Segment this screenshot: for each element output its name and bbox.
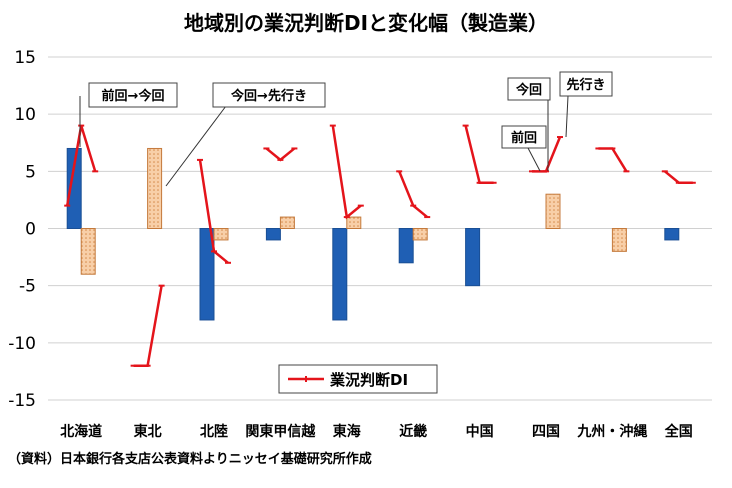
di-line xyxy=(464,125,494,185)
y-tick-label: -10 xyxy=(8,334,36,354)
legend-marker xyxy=(288,376,324,382)
bar-prev-to-now xyxy=(265,228,281,241)
bar-prev-to-now xyxy=(332,228,348,321)
x-category-label: 四国 xyxy=(532,424,560,440)
di-line xyxy=(598,147,628,172)
callout-now-to-future-label: 今回→先行き xyxy=(230,88,307,104)
callout-now-to-future: 今回→先行き xyxy=(165,82,326,187)
callout-future-label: 先行き xyxy=(566,77,605,93)
callout-now: 今回 xyxy=(507,77,551,171)
callout-prev: 前回 xyxy=(501,125,547,172)
y-axis-ticks: 15 10 5 0 -5 -10 -15 xyxy=(8,48,36,411)
x-category-label: 関東甲信越 xyxy=(245,423,316,440)
y-tick-label: -15 xyxy=(8,391,36,411)
bar-now-to-future xyxy=(213,228,229,241)
bar-now-to-future xyxy=(80,228,96,275)
callout-now-label: 今回 xyxy=(515,82,542,98)
bar-now-to-future xyxy=(346,216,362,229)
x-category-label: 北陸 xyxy=(200,423,228,440)
legend: 業況判断DI xyxy=(278,364,438,394)
callout-prev-to-now-label: 前回→今回 xyxy=(102,88,165,104)
callout-prev-to-now: 前回→今回 xyxy=(79,82,178,147)
x-category-label: 北海道 xyxy=(60,423,102,440)
di-line xyxy=(664,170,693,185)
y-tick-label: 0 xyxy=(25,220,36,240)
bar-prev-to-now xyxy=(66,147,82,229)
legend-label: 業況判断DI xyxy=(329,371,408,389)
x-category-label: 近畿 xyxy=(399,423,427,440)
bar-now-to-future xyxy=(611,228,627,252)
y-tick-label: 5 xyxy=(25,162,36,182)
y-tick-label: -5 xyxy=(19,277,36,297)
x-category-label: 東北 xyxy=(134,423,162,440)
x-category-label: 中国 xyxy=(466,423,494,440)
x-category-label: 全国 xyxy=(664,423,693,440)
source-note: （資料）日本銀行各支店公表資料よりニッセイ基礎研究所作成 xyxy=(8,452,372,467)
bar-prev-to-now xyxy=(465,228,481,287)
bar-now-to-future xyxy=(147,147,163,229)
x-category-label: 九州・沖縄 xyxy=(576,423,647,440)
di-line xyxy=(265,147,296,162)
bar-prev-to-now xyxy=(664,228,680,241)
x-axis-categories: 北海道 東北 北陸 関東甲信越 東海 近畿 中国 四国 九州・沖縄 全国 xyxy=(60,423,693,440)
y-tick-label: 15 xyxy=(14,48,36,68)
bar-now-to-future xyxy=(545,193,561,229)
di-line xyxy=(398,170,428,219)
di-line xyxy=(133,285,163,367)
chart-title: 地域別の業況判断DIと変化幅（製造業） xyxy=(184,11,548,35)
bar-prev-to-now xyxy=(199,228,215,321)
y-tick-label: 10 xyxy=(14,105,36,125)
callout-future: 先行き xyxy=(559,71,613,138)
bar-now-to-future xyxy=(412,228,428,241)
callout-prev-label: 前回 xyxy=(511,130,537,146)
x-category-label: 東海 xyxy=(333,423,361,440)
bars xyxy=(66,147,680,321)
bar-now-to-future xyxy=(279,216,295,229)
bar-prev-to-now xyxy=(398,228,414,264)
di-lines xyxy=(64,124,696,367)
